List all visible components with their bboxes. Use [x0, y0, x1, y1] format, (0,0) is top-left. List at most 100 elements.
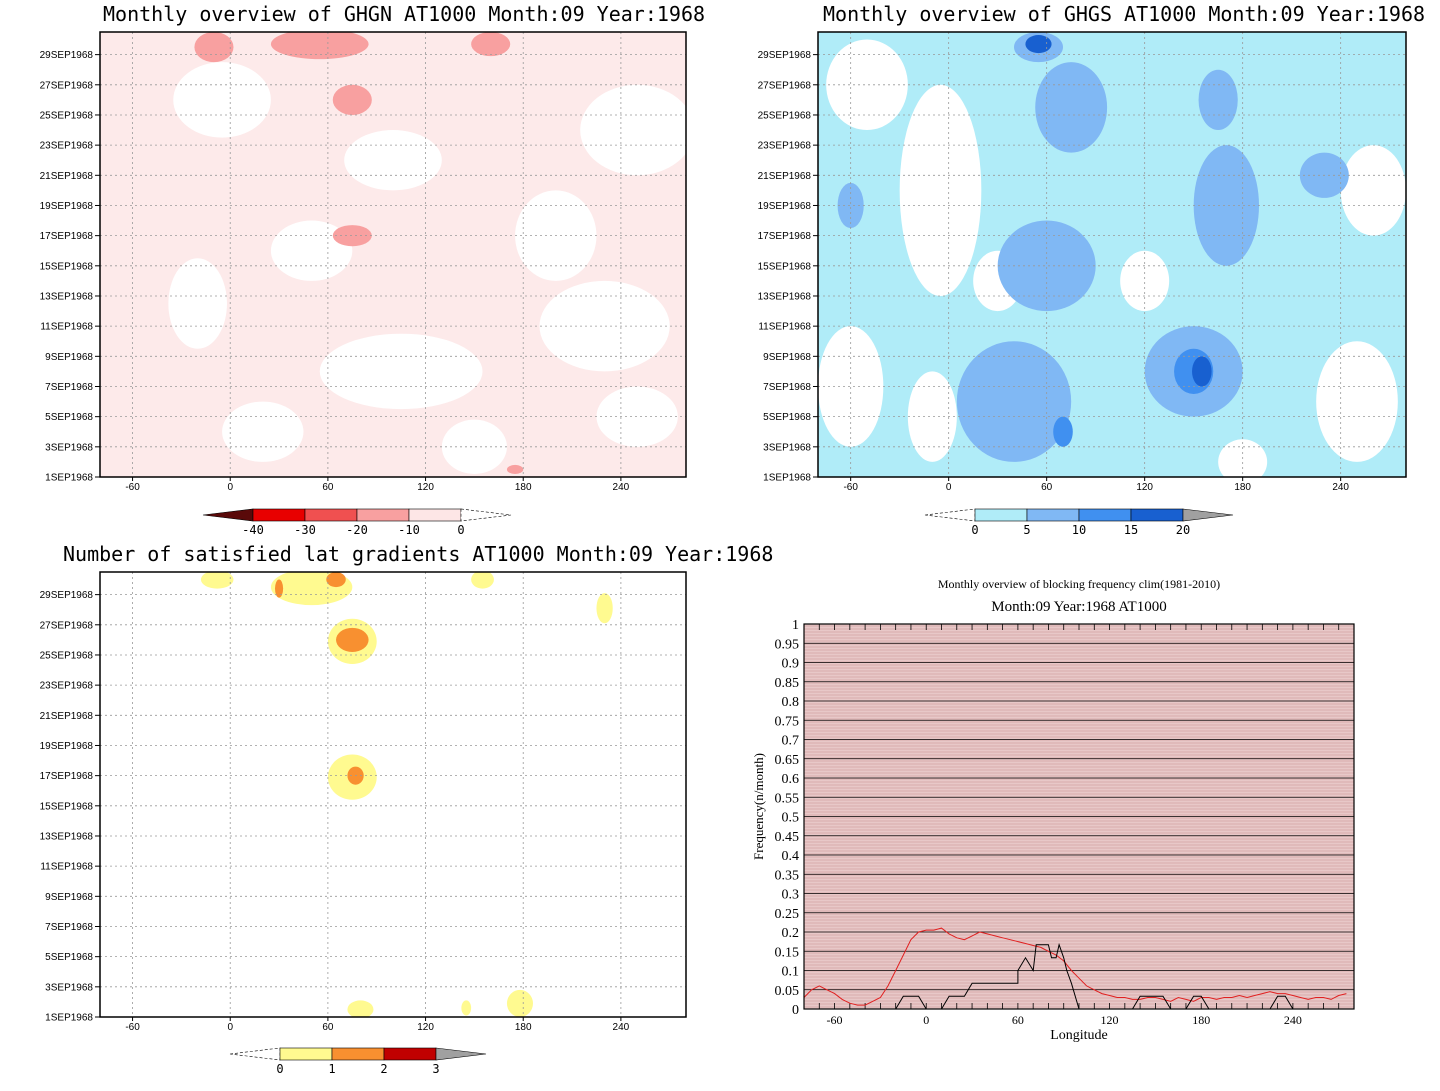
x-tick-label: 120: [417, 1022, 434, 1033]
x-tick-label: 60: [1012, 1013, 1024, 1027]
contour-patch: [332, 225, 372, 247]
colorbar-segment: [1130, 508, 1184, 522]
colorbar-label: -30: [294, 523, 316, 537]
contour-patch: [1192, 356, 1212, 387]
colorbar-label: 0: [971, 523, 978, 537]
y-tick-label: 9SEP1968: [45, 352, 93, 363]
colorbar-ghgn: -40 -30 -20 -10 0: [202, 508, 512, 537]
colorbar-ghgs: 0 5 10 15 20: [924, 508, 1234, 537]
x-tick-label: 120: [1101, 1013, 1119, 1027]
y-tick-label: 25SEP1968: [40, 650, 94, 661]
y-tick-label: 19SEP1968: [758, 201, 812, 212]
y-tick-label: 7SEP1968: [763, 382, 811, 393]
contour-patch: [580, 84, 686, 176]
y-tick-label: 27SEP1968: [40, 80, 94, 91]
y-tick-label: 23SEP1968: [40, 141, 94, 152]
x-tick-label: -60: [125, 1022, 140, 1033]
colorbar-segment: [408, 508, 462, 522]
colorbar-segment: [331, 1047, 385, 1061]
contour-patch: [539, 280, 670, 372]
y-tick-label: 7SEP1968: [45, 382, 93, 393]
y-tick-label: 17SEP1968: [40, 231, 94, 242]
contour-patch: [200, 572, 234, 589]
colorbar-label: 2: [380, 1062, 387, 1076]
y-tick-label: 0.1: [782, 965, 800, 980]
contour-patch: [1120, 250, 1170, 312]
contour-patch: [194, 32, 234, 63]
contour-patch: [899, 84, 982, 296]
y-tick-label: 0.85: [775, 676, 800, 691]
y-tick-label: 0.75: [775, 714, 800, 729]
contour-patch: [1193, 145, 1260, 266]
chart-subtitle-blocking: Month:09 Year:1968 AT1000: [991, 599, 1166, 615]
contour-patch: [956, 341, 1072, 462]
contour-patch: [826, 39, 908, 131]
grid-lines: [100, 32, 686, 478]
contour-patch: [506, 989, 533, 1017]
contour-fills: [168, 32, 686, 474]
colorbar-label: -40: [242, 523, 264, 537]
y-tick-label: 15SEP1968: [40, 801, 94, 812]
y-tick-label: 29SEP1968: [758, 50, 812, 61]
y-tick-label: 27SEP1968: [758, 80, 812, 91]
y-tick-label: 29SEP1968: [40, 50, 94, 61]
x-tick-label: 0: [946, 482, 952, 493]
contour-patch: [168, 258, 227, 349]
y-tick-label: 3SEP1968: [45, 442, 93, 453]
plot-frame: [99, 571, 687, 1018]
chart-title-ghgn: Monthly overview of GHGN AT1000 Month:09…: [103, 2, 706, 26]
colorbar-segment: [1026, 508, 1080, 522]
y-tick-label: 21SEP1968: [40, 711, 94, 722]
contour-patch: [332, 84, 372, 115]
y-tick-label: 11SEP1968: [40, 322, 93, 333]
colorbar-segment: [252, 508, 306, 522]
contour-patch: [1316, 341, 1398, 462]
colorbar-segment: [356, 508, 410, 522]
y-tick-label: 23SEP1968: [758, 141, 812, 152]
heatmap-ghgs: 29SEP1968 27SEP1968 25SEP1968 23SEP1968 21SE…: [758, 31, 1407, 493]
y-tick-label: 7SEP1968: [45, 922, 93, 933]
colorbar-extend-high: [435, 1047, 487, 1061]
plot-frame: [803, 623, 1355, 1010]
contour-patch: [173, 62, 271, 138]
y-tick-label: 17SEP1968: [40, 771, 94, 782]
contour-patch: [596, 593, 613, 624]
contour-patch: [1035, 62, 1108, 153]
contour-patch: [837, 182, 864, 229]
x-tick-label: 180: [515, 482, 532, 493]
y-tick-label: 0.15: [775, 945, 800, 960]
x-tick-label: 0: [227, 482, 233, 493]
contour-patch: [222, 401, 304, 462]
y-tick-label: 5SEP1968: [45, 952, 93, 963]
x-tick-label: 240: [1284, 1013, 1302, 1027]
x-tick-label: -60: [827, 1013, 843, 1027]
plot-frame: [99, 31, 687, 478]
grid-lines: [818, 32, 1406, 478]
y-tick-label: 0.65: [775, 753, 800, 768]
colorbar-extend-high: [460, 508, 512, 522]
series-line-1: [804, 927, 1347, 1006]
y-tick-label: 19SEP1968: [40, 741, 94, 752]
y-tick-label: 0.25: [775, 907, 800, 922]
colorbar-label: 15: [1124, 523, 1138, 537]
contour-patch: [344, 130, 442, 191]
colorbar-label: -20: [346, 523, 368, 537]
y-tick-label: 13SEP1968: [758, 291, 812, 302]
y-tick-label: 13SEP1968: [40, 831, 94, 842]
colorbar-segment: [974, 508, 1028, 522]
contour-patch: [319, 333, 483, 410]
colorbar-label: 0: [276, 1062, 283, 1076]
x-tick-label: -60: [843, 482, 858, 493]
x-tick-label: 180: [1192, 1013, 1210, 1027]
colorbar-nlat: 0 1 2 3: [229, 1047, 487, 1076]
y-tick-label: 25SEP1968: [40, 110, 94, 121]
x-tick-label: -60: [125, 482, 140, 493]
contour-patch: [326, 572, 346, 588]
chart-title-ghgs: Monthly overview of GHGS AT1000 Month:09…: [823, 2, 1426, 26]
contour-patch: [1198, 69, 1238, 131]
colorbar-segment: [279, 1047, 333, 1061]
y-tick-label: 15SEP1968: [40, 261, 94, 272]
x-tick-label: 240: [1332, 482, 1349, 493]
y-tick-label: 0.9: [782, 657, 800, 672]
